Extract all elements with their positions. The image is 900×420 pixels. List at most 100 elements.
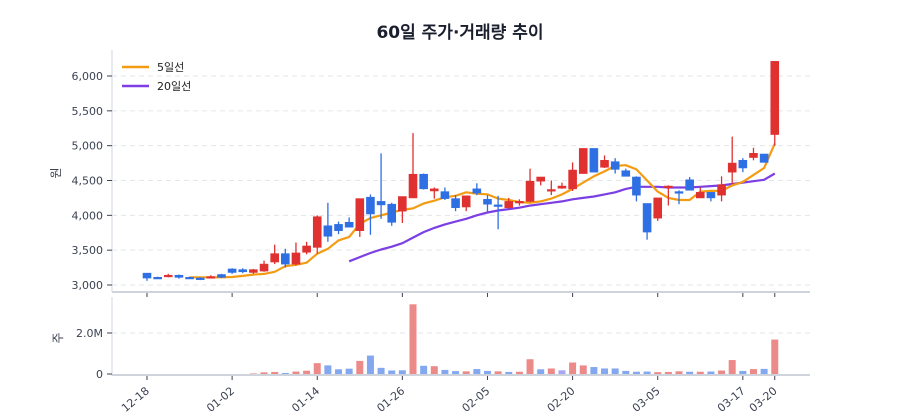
volume-bar	[303, 370, 311, 374]
volume-bar	[622, 370, 630, 374]
candle	[440, 187, 450, 201]
volume-bar	[537, 369, 545, 374]
volume-bar	[260, 372, 268, 374]
candle	[770, 61, 780, 146]
volume-y-ticks: 0 2.0M	[76, 327, 112, 381]
volume-bar	[590, 367, 598, 374]
xtick-label: 03-17	[715, 384, 748, 415]
volume-bar	[601, 368, 609, 374]
volume-bar	[420, 365, 428, 374]
price-gridlines	[112, 75, 810, 286]
price-ytick-label: 3,500	[72, 244, 104, 257]
ma5-polyline	[189, 143, 776, 279]
volume-bar	[452, 371, 460, 374]
volume-bar	[377, 367, 385, 374]
candle	[387, 202, 397, 226]
candle	[685, 177, 694, 191]
xtick-label: 01-14	[289, 384, 322, 415]
candle	[493, 195, 503, 230]
volume-bar	[494, 371, 502, 374]
volume-bar	[505, 371, 513, 374]
price-y-ticks: 3,000 3,500 4,000 4,500 5,000 5,500 6,000	[72, 70, 112, 292]
candle	[334, 221, 343, 235]
volume-ytick-label: 0	[96, 368, 103, 381]
legend: 5일선 20일선	[122, 60, 191, 93]
volume-bar	[388, 370, 396, 374]
candle	[525, 168, 535, 203]
candle	[461, 195, 471, 212]
volume-bar	[398, 370, 406, 374]
volume-bar	[654, 372, 662, 374]
xtick-label: 03-20	[747, 384, 780, 415]
ma5-line	[189, 143, 776, 279]
price-ytick-label: 5,000	[72, 140, 104, 153]
volume-bar	[547, 368, 555, 374]
volume-bar	[749, 369, 757, 374]
volume-bar	[569, 362, 577, 374]
candle	[610, 158, 620, 174]
volume-bar	[366, 355, 374, 374]
candle	[653, 197, 663, 221]
xtick-label: 02-05	[460, 384, 493, 415]
xtick-label: 02-20	[545, 384, 578, 415]
candle	[642, 203, 652, 240]
legend-ma20-label: 20일선	[157, 79, 191, 93]
volume-bar	[281, 372, 289, 374]
candle	[674, 190, 684, 205]
candle	[578, 148, 588, 174]
volume-x-ticks: 12-18 01-02 01-14 01-26 02-05 02-20 03-05 03-17…	[119, 376, 780, 415]
candle	[589, 148, 599, 173]
volume-bar	[664, 371, 672, 374]
volume-bar	[462, 371, 470, 374]
volume-bar	[483, 370, 491, 374]
volume-bar	[356, 360, 364, 374]
candle	[536, 176, 545, 186]
candle	[238, 268, 248, 274]
candle	[759, 153, 769, 163]
volume-ytick-label: 2.0M	[76, 327, 103, 340]
candle	[664, 185, 673, 206]
ma20-line	[348, 172, 776, 263]
volume-bar	[292, 371, 300, 374]
volume-bar	[271, 371, 279, 374]
candle	[281, 248, 290, 268]
volume-bar	[324, 365, 332, 374]
candle	[312, 215, 322, 254]
volume-bar	[675, 371, 683, 374]
candle	[419, 173, 428, 190]
candle	[174, 274, 184, 279]
candle	[717, 176, 726, 202]
candle	[366, 194, 375, 235]
candle	[142, 272, 152, 281]
candle	[344, 217, 354, 228]
candle	[217, 273, 226, 279]
volume-bar	[473, 369, 481, 374]
volume-bar	[632, 371, 640, 374]
candle	[429, 187, 439, 199]
volume-bar	[739, 370, 747, 374]
candle	[600, 155, 609, 168]
candle	[632, 176, 641, 202]
volume-bar	[430, 366, 438, 374]
candle	[568, 162, 577, 191]
volume-bar	[409, 304, 417, 374]
volume-bar	[515, 371, 523, 374]
volume-bar	[760, 368, 768, 374]
legend-ma5-label: 5일선	[157, 60, 184, 74]
xtick-label: 03-05	[630, 384, 663, 415]
candle	[206, 275, 216, 279]
candle	[376, 153, 386, 219]
candle	[249, 268, 258, 274]
candle	[227, 268, 237, 274]
candle	[270, 244, 279, 265]
candle	[749, 147, 758, 161]
xtick-label: 01-02	[204, 384, 237, 415]
candle	[323, 202, 333, 242]
volume-bar	[611, 368, 619, 374]
volume-bar	[249, 373, 257, 374]
candle	[547, 180, 556, 196]
volume-bar	[696, 371, 704, 374]
candle	[451, 195, 460, 212]
price-ytick-label: 5,500	[72, 105, 104, 118]
